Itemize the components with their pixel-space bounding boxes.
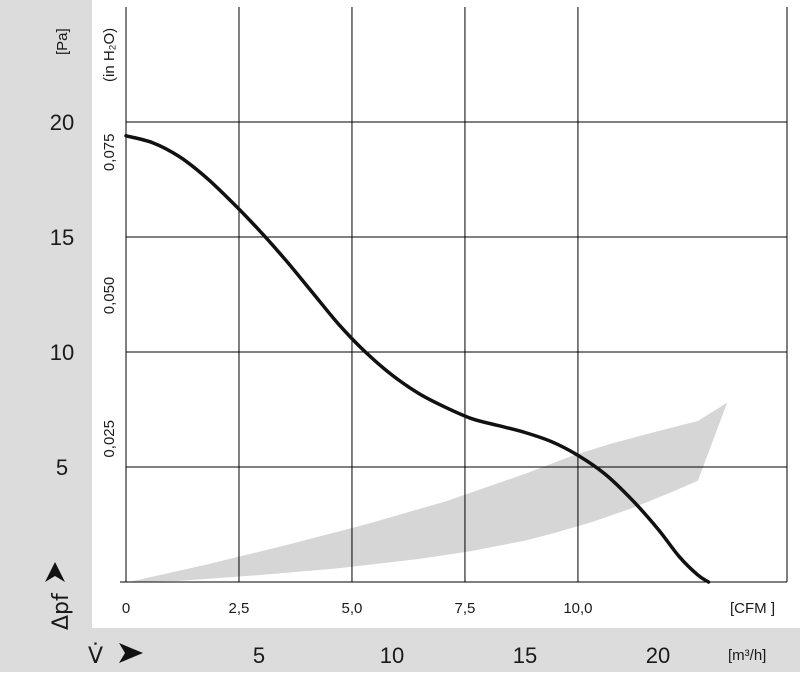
cfm-unit-label: [CFM ] — [730, 600, 775, 617]
inh2o-tick-label: 0,025 — [101, 420, 118, 458]
pa-tick-label: 10 — [50, 340, 74, 365]
grid — [125, 7, 788, 582]
left-axis-band — [0, 0, 92, 628]
cfm-tick-label: 7,5 — [455, 600, 476, 617]
flow-symbol: V̇ — [88, 643, 103, 669]
m3h-tick-label: 15 — [513, 643, 537, 668]
operating-region — [128, 402, 728, 582]
inh2o-tick-label: 0,075 — [101, 134, 118, 172]
inh2o-tick-label: 0,050 — [101, 277, 118, 315]
cfm-tick-labels: 0 2,5 5,0 7,5 10,0 — [122, 600, 593, 617]
m3h-tick-label: 5 — [253, 643, 265, 668]
m3h-tick-label: 10 — [380, 643, 404, 668]
pressure-symbol: Δpf — [49, 592, 74, 630]
pa-tick-label: 5 — [56, 455, 68, 480]
cfm-tick-label: 0 — [122, 600, 130, 617]
pa-tick-label: 20 — [50, 110, 74, 135]
flow-axis-arrow-icon — [119, 643, 143, 663]
pressure-curve — [124, 134, 711, 584]
pa-tick-label: 15 — [50, 225, 74, 250]
inh2o-tick-labels: 0,025 0,050 0,075 — [101, 134, 118, 458]
m3h-tick-label: 20 — [646, 643, 670, 668]
m3h-tick-labels: 5 10 15 20 — [253, 643, 670, 668]
cfm-tick-label: 2,5 — [229, 600, 250, 617]
cfm-tick-label: 5,0 — [342, 600, 363, 617]
pressure-axis-arrow-icon — [45, 562, 65, 582]
inh2o-unit-label: (in H₂O) — [101, 28, 118, 82]
pa-tick-labels: 5 10 15 20 — [50, 110, 74, 480]
pa-unit-label: [Pa] — [54, 28, 71, 55]
cfm-tick-label: 10,0 — [563, 600, 592, 617]
m3h-unit-label: [m³/h] — [728, 647, 766, 664]
